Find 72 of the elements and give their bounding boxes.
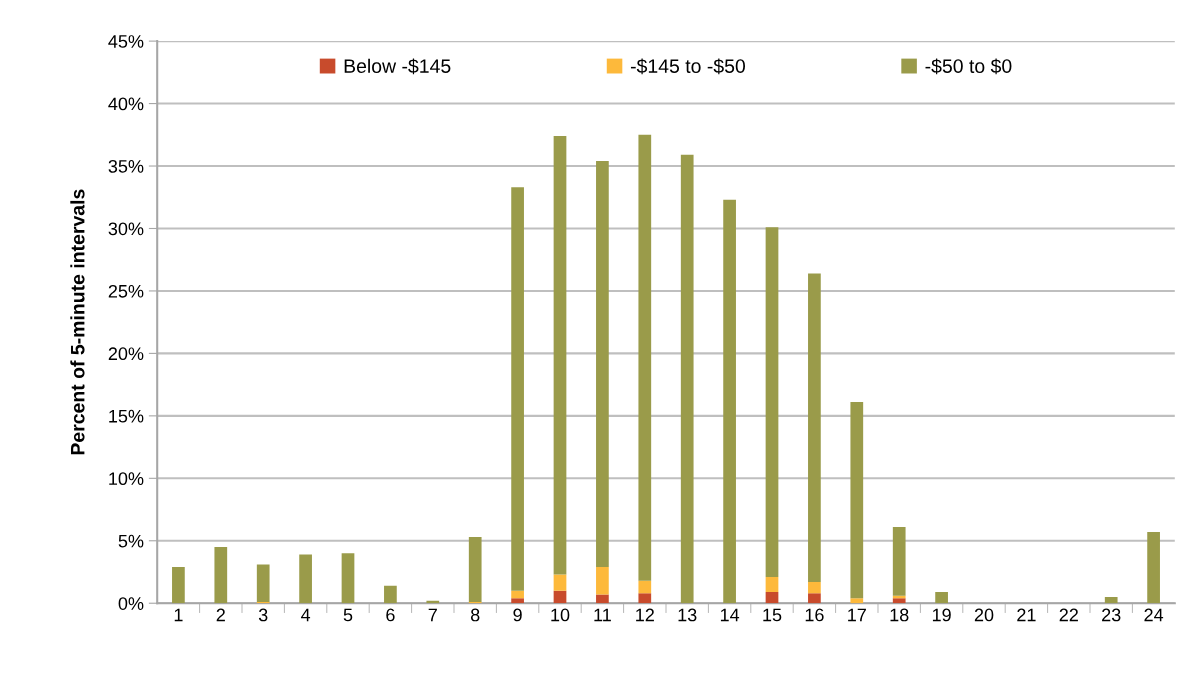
x-tick-label: 13 bbox=[678, 608, 697, 622]
x-tick-label: 15 bbox=[763, 608, 782, 622]
bar bbox=[596, 567, 609, 595]
bar bbox=[214, 547, 228, 604]
x-tick-label: 11 bbox=[594, 608, 611, 622]
y-tick-label: 30% bbox=[108, 222, 144, 236]
x-tick-label: 24 bbox=[1144, 608, 1164, 622]
bar bbox=[1147, 532, 1160, 604]
x-tick-label: 4 bbox=[300, 608, 311, 622]
x-tick-label: 22 bbox=[1059, 608, 1078, 622]
bar bbox=[1104, 596, 1118, 604]
legend-label: -$50 to $0 bbox=[925, 58, 1012, 75]
x-tick-label: 3 bbox=[258, 608, 268, 622]
bar bbox=[553, 590, 567, 604]
x-tick-label: 2 bbox=[216, 608, 225, 622]
bar bbox=[808, 581, 821, 594]
bar bbox=[511, 598, 524, 604]
legend-label: -$145 to -$50 bbox=[630, 58, 746, 75]
x-tick-label: 5 bbox=[343, 608, 353, 622]
x-tick-label: 6 bbox=[386, 608, 395, 622]
bar bbox=[935, 591, 948, 604]
bar bbox=[511, 590, 524, 599]
y-tick-label: 0% bbox=[118, 597, 144, 610]
bar bbox=[511, 187, 524, 591]
y-tick-label: 10% bbox=[109, 472, 144, 486]
x-tick-label: 9 bbox=[513, 608, 522, 622]
x-tick-label: 14 bbox=[720, 608, 740, 622]
bar bbox=[638, 580, 652, 594]
bar bbox=[850, 598, 864, 604]
bar bbox=[765, 591, 779, 604]
x-tick-label: 18 bbox=[890, 608, 909, 622]
bar bbox=[765, 577, 779, 592]
y-tick-label: 40% bbox=[108, 97, 144, 111]
x-tick-label: 7 bbox=[428, 608, 437, 622]
x-tick-label: 16 bbox=[805, 608, 824, 622]
x-tick-label: 21 bbox=[1017, 608, 1036, 622]
x-tick-label: 12 bbox=[636, 608, 654, 622]
bar bbox=[892, 527, 906, 596]
x-tick-label: 10 bbox=[551, 608, 570, 622]
bar bbox=[680, 154, 694, 604]
y-tick-label: 15% bbox=[109, 409, 144, 423]
bar bbox=[299, 554, 312, 604]
bar bbox=[808, 593, 821, 604]
bar bbox=[341, 553, 355, 604]
bar bbox=[850, 402, 864, 599]
bar bbox=[638, 593, 652, 604]
bar bbox=[553, 136, 567, 575]
bar bbox=[892, 598, 906, 604]
bar bbox=[596, 594, 609, 604]
x-tick-label: 19 bbox=[932, 608, 951, 622]
bar bbox=[765, 227, 779, 577]
y-tick-label: 35% bbox=[108, 159, 144, 173]
bar bbox=[808, 273, 821, 582]
bar bbox=[468, 537, 482, 602]
bar bbox=[384, 585, 397, 604]
bar bbox=[553, 574, 567, 591]
x-tick-label: 1 bbox=[174, 608, 183, 622]
y-tick-label: 5% bbox=[118, 534, 144, 548]
y-tick-label: 45% bbox=[108, 35, 144, 48]
y-axis-title: Percent of 5-minute intervals bbox=[70, 189, 85, 455]
x-tick-label: 17 bbox=[848, 608, 866, 622]
bar bbox=[723, 199, 736, 604]
x-tick-label: 8 bbox=[470, 608, 480, 622]
y-tick-label: 20% bbox=[108, 347, 144, 361]
y-tick-label: 25% bbox=[108, 284, 144, 298]
x-tick-label: 20 bbox=[974, 608, 994, 622]
bar bbox=[172, 567, 185, 604]
legend-label: Below -$145 bbox=[344, 58, 451, 75]
bar bbox=[596, 161, 609, 567]
x-tick-label: 23 bbox=[1102, 608, 1121, 622]
bar bbox=[256, 564, 270, 602]
bar bbox=[638, 134, 652, 581]
